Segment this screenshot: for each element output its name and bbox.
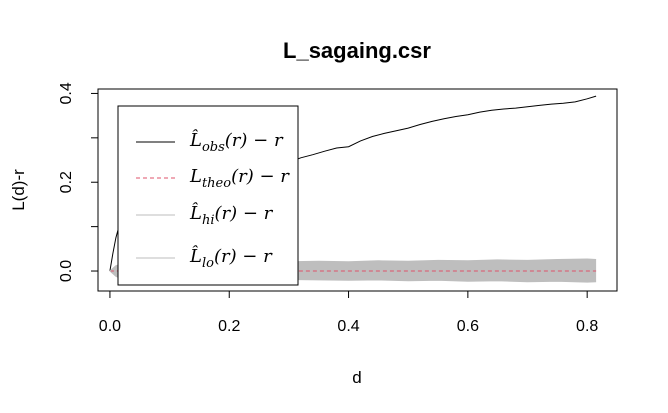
y-tick-label: 0.2 [58, 171, 75, 193]
x-axis: 0.0 0.2 0.4 0.6 0.8 [99, 290, 598, 335]
legend: L̂obs(r) − r Ltheo(r) − r L̂hi(r) − r L̂lo(… [117, 105, 299, 286]
legend-label-lo: L̂lo(r) − r [189, 245, 273, 271]
x-tick-label: 0.0 [99, 318, 121, 335]
x-tick-label: 0.6 [457, 318, 479, 335]
legend-label-obs: L̂obs(r) − r [189, 129, 284, 155]
x-axis-label: d [352, 368, 361, 387]
x-tick-label: 0.8 [576, 318, 598, 335]
legend-box [117, 105, 299, 286]
y-axis-label: L(d)-r [9, 169, 28, 211]
y-axis: 0.0 0.2 0.4 [58, 82, 99, 282]
y-tick-label: 0.0 [58, 260, 75, 282]
chart-title: L_sagaing.csr [283, 38, 431, 63]
y-tick-label: 0.4 [58, 82, 75, 104]
legend-label-hi: L̂hi(r) − r [189, 202, 274, 228]
x-tick-label: 0.4 [337, 318, 359, 335]
x-tick-label: 0.2 [218, 318, 240, 335]
legend-label-theo: Ltheo(r) − r [189, 166, 290, 191]
